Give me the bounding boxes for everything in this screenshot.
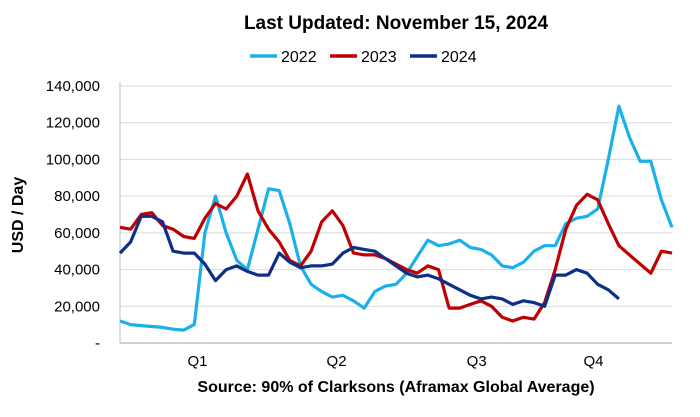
x-axis-ticks: Q1 Q2 Q3 Q4 [187, 353, 603, 370]
y-axis-label: USD / Day [10, 177, 27, 254]
y-tick-label: 140,000 [46, 78, 100, 95]
legend-label: 2023 [361, 49, 397, 66]
y-tick-label: 20,000 [54, 298, 100, 315]
legend: 2022 2023 2024 [250, 49, 477, 66]
x-tick-label: Q3 [467, 353, 487, 370]
y-tick-label: 100,000 [46, 151, 100, 168]
x-tick-label: Q4 [583, 353, 603, 370]
x-tick-label: Q2 [327, 353, 347, 370]
y-tick-label: 40,000 [54, 262, 100, 279]
y-axis-ticks: - 20,000 40,000 60,000 80,000 100,000 120,000 1… [46, 78, 100, 352]
series-lines [118, 104, 674, 332]
legend-item-2023: 2023 [330, 49, 397, 66]
legend-item-2022: 2022 [250, 49, 317, 66]
x-tick-label: Q1 [187, 353, 207, 370]
y-tick-label: - [95, 335, 100, 352]
legend-label: 2022 [281, 49, 317, 66]
x-axis-label: Source: 90% of Clarksons (Aframax Global… [197, 379, 594, 396]
chart-title: Last Updated: November 15, 2024 [244, 13, 549, 34]
series-line-2022 [119, 104, 674, 332]
y-tick-label: 120,000 [46, 115, 100, 132]
legend-label: 2024 [441, 49, 477, 66]
y-tick-label: 80,000 [54, 188, 100, 205]
series-line-2024 [118, 214, 620, 308]
legend-item-2024: 2024 [410, 49, 477, 66]
y-tick-label: 60,000 [54, 225, 100, 242]
gridlines [119, 82, 672, 344]
